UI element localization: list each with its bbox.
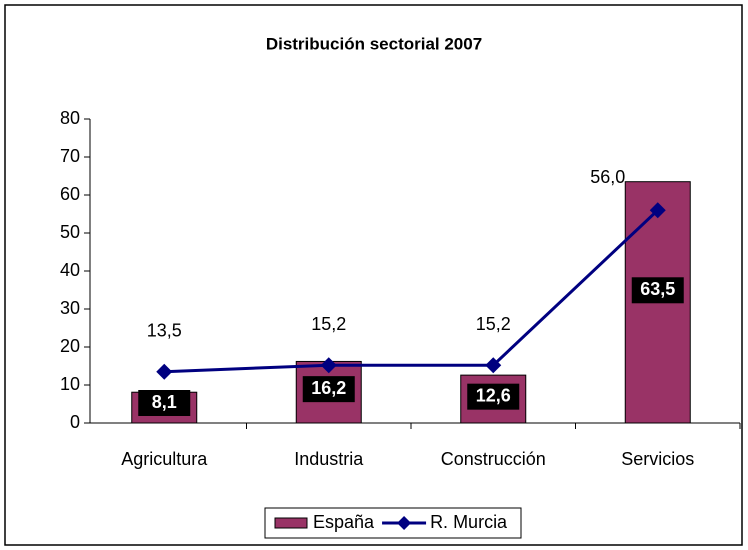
- chart-title: Distribución sectorial 2007: [266, 34, 482, 53]
- y-tick-label: 10: [60, 374, 80, 394]
- data-label-box: [302, 376, 355, 403]
- data-label-box: [467, 383, 520, 410]
- marker: [485, 357, 502, 374]
- y-tick-label: 80: [60, 108, 80, 128]
- line: [164, 209, 659, 374]
- data-label: 8,1: [152, 392, 177, 412]
- marker: [649, 202, 666, 219]
- data-label: 15,2: [311, 314, 346, 334]
- y-tick-label: 60: [60, 184, 80, 204]
- legend-label: España: [313, 512, 375, 532]
- x-tick-label: Agricultura: [121, 449, 208, 469]
- y-tick-label: 0: [70, 412, 80, 432]
- marker: [320, 357, 337, 374]
- data-label: 15,2: [476, 314, 511, 334]
- data-label-box: [138, 390, 191, 416]
- data-label: 56,0: [590, 167, 625, 187]
- x-tick-label: Industria: [294, 449, 364, 469]
- y-tick-label: 20: [60, 336, 80, 356]
- legend-swatch: [274, 517, 308, 529]
- y-tick-label: 40: [60, 260, 80, 280]
- data-label-box: [631, 277, 684, 304]
- legend-box: [264, 507, 522, 539]
- chart-border: [4, 4, 743, 546]
- x-tick-label: Servicios: [621, 449, 694, 469]
- x-tick-label: Construcción: [441, 449, 546, 469]
- data-label: 12,6: [476, 385, 511, 405]
- data-label: 16,2: [311, 378, 346, 398]
- data-label: 63,5: [640, 279, 675, 299]
- legend-label: R. Murcia: [430, 512, 508, 532]
- legend-marker: [397, 516, 412, 530]
- data-label: 13,5: [147, 320, 182, 340]
- y-tick-label: 70: [60, 146, 80, 166]
- y-tick-label: 30: [60, 298, 80, 318]
- marker: [156, 363, 173, 380]
- y-tick-label: 50: [60, 222, 80, 242]
